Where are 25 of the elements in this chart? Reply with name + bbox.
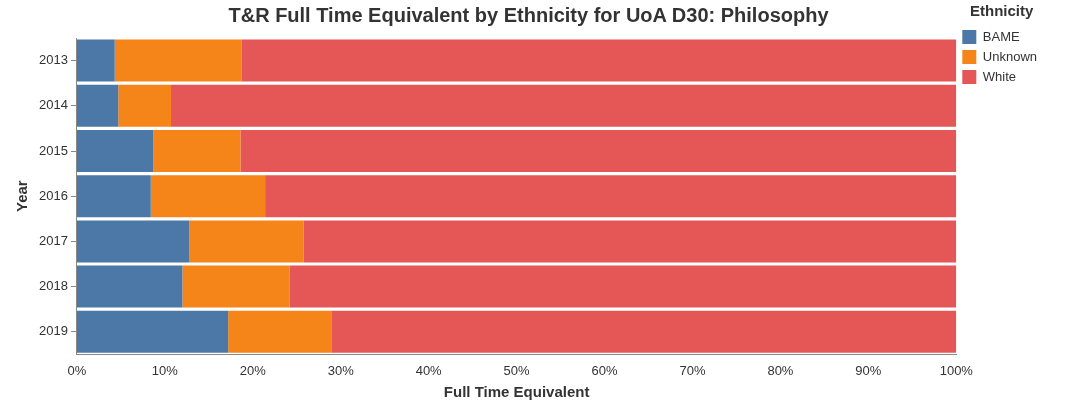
chart-title: T&R Full Time Equivalent by Ethnicity for UoA D30: Philosophy bbox=[228, 3, 830, 26]
x-tick-label: 100% bbox=[939, 362, 974, 378]
y-tick-label: 2019 bbox=[39, 323, 68, 339]
x-tick-label: 90% bbox=[855, 362, 882, 378]
legend-label: Unknown bbox=[982, 48, 1038, 64]
legend-title: Ethnicity bbox=[969, 1, 1034, 19]
y-tick-label: 2016 bbox=[39, 187, 68, 203]
legend-label: White bbox=[982, 68, 1017, 84]
x-tick-label: 0% bbox=[67, 362, 87, 378]
x-tick-label: 10% bbox=[151, 362, 179, 378]
y-tick-label: 2018 bbox=[39, 278, 68, 294]
x-tick-label: 60% bbox=[591, 362, 618, 378]
y-tick-label: 2017 bbox=[39, 232, 68, 248]
x-tick-label: 30% bbox=[327, 362, 355, 378]
y-tick-label: 2013 bbox=[39, 52, 68, 68]
x-tick-label: 20% bbox=[239, 362, 267, 378]
x-tick-label: 70% bbox=[679, 362, 706, 378]
y-tick-label: 2015 bbox=[39, 142, 68, 158]
x-tick-label: 50% bbox=[503, 362, 531, 378]
x-axis-title: Full Time Equivalent bbox=[443, 383, 590, 401]
x-tick-label: 40% bbox=[415, 362, 443, 378]
y-tick-label: 2014 bbox=[39, 97, 68, 113]
x-tick-label: 80% bbox=[767, 362, 794, 378]
legend-label: BAME bbox=[982, 28, 1020, 44]
y-axis-title: Year bbox=[13, 180, 31, 213]
